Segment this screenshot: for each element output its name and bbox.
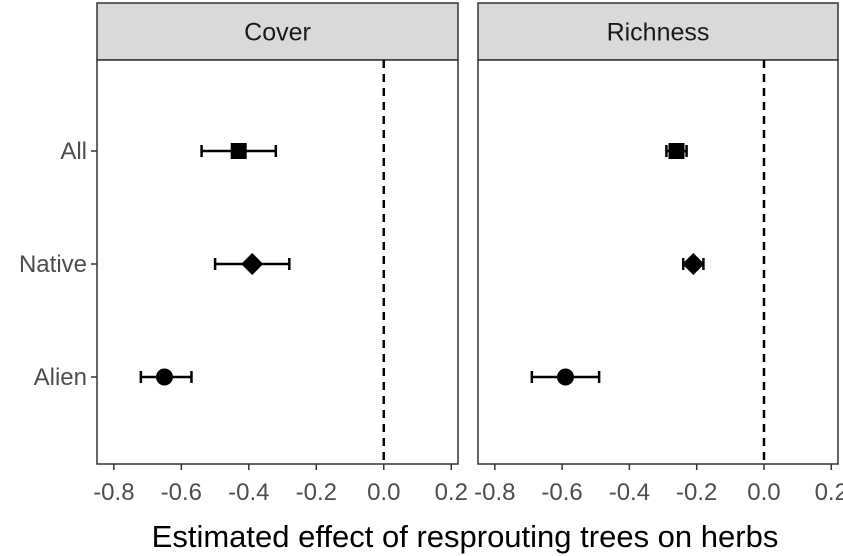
x-tick-label: 0.2	[435, 479, 468, 506]
panel-cover: Cover -0.8 -0.6 -0.4 -0.2 0.0 0.2	[93, 2, 468, 506]
y-tick-label-all: All	[60, 138, 87, 165]
point-native-diamond	[241, 253, 264, 275]
panel-border	[96, 59, 459, 465]
x-axis-title: Estimated effect of resprouting trees on…	[152, 519, 779, 554]
x-tick-label: -0.8	[93, 479, 134, 506]
point-alien-circle	[155, 368, 173, 386]
x-tick-label: -0.4	[609, 479, 650, 506]
x-tick-label: -0.4	[228, 479, 269, 506]
panel-richness: Richness -0.8 -0.6 -0.4 -0.2 0.0 0.2	[474, 2, 843, 506]
x-tick-label: 0.2	[815, 479, 843, 506]
point-native-diamond	[682, 253, 705, 275]
y-tick-label-native: Native	[19, 251, 87, 278]
x-tick-label: -0.8	[474, 479, 515, 506]
x-tick-label: -0.2	[676, 479, 717, 506]
strip-background	[477, 2, 839, 61]
point-alien-circle	[556, 368, 574, 386]
panel-border	[477, 59, 839, 465]
x-tick-label: -0.6	[541, 479, 582, 506]
strip-background	[96, 2, 459, 61]
x-tick-label: -0.6	[161, 479, 202, 506]
point-all-square	[230, 143, 247, 159]
strip-label: Richness	[607, 19, 710, 47]
y-tick-label-alien: Alien	[34, 364, 87, 391]
y-axis: All Native Alien	[19, 138, 97, 391]
x-tick-label: 0.0	[367, 479, 400, 506]
x-tick-label: -0.2	[296, 479, 337, 506]
panels: Cover-0.8 -0.6 -0.4 -0.2 0.0 0.2Richness-0.8-…	[93, 2, 843, 506]
strip-label: Cover	[244, 19, 311, 47]
point-all-square	[668, 143, 685, 159]
x-tick-label: 0.0	[747, 479, 780, 506]
